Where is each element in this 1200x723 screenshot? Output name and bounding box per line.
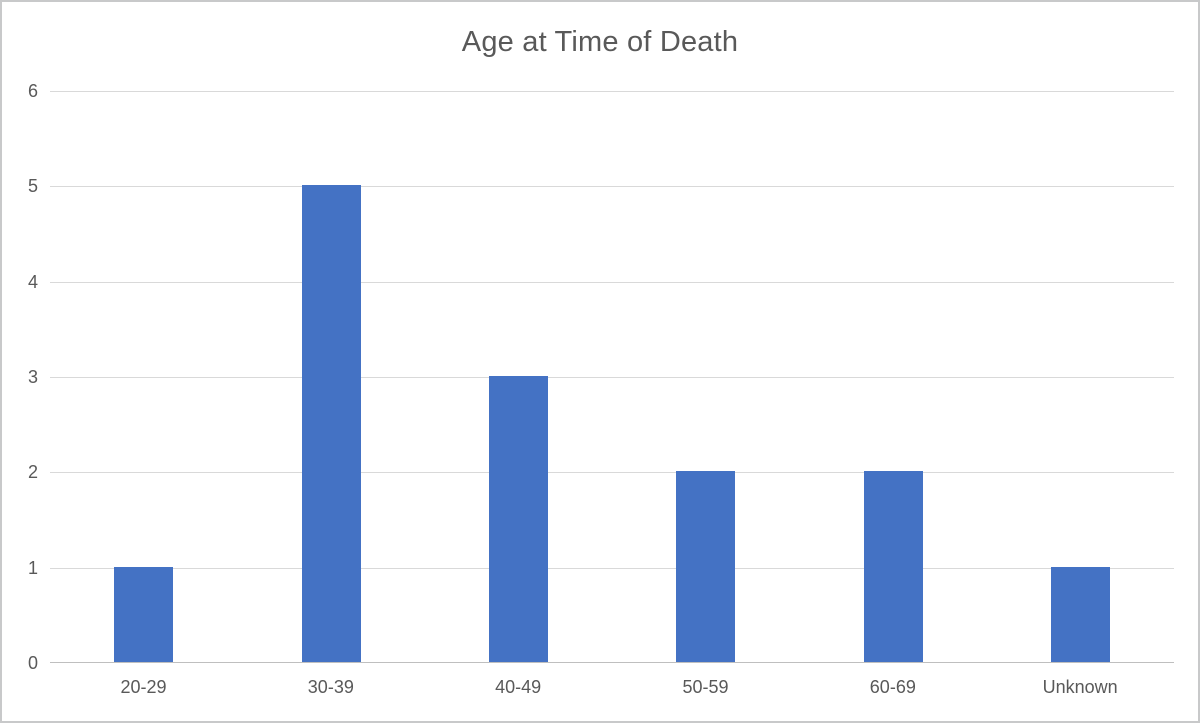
bar-20-29 xyxy=(114,566,174,662)
x-tick-label-40-49: 40-49 xyxy=(495,677,542,697)
y-tick-label-3: 3 xyxy=(27,367,38,387)
gridline-y-1 xyxy=(50,567,1174,569)
x-tick-label-20-29: 20-29 xyxy=(120,677,167,697)
y-tick-label-1: 1 xyxy=(27,557,38,578)
y-tick-label-2: 2 xyxy=(27,462,38,483)
x-tick-label-30-39: 30-39 xyxy=(307,677,354,697)
gridline-y-4 xyxy=(50,281,1174,283)
bar-50-59 xyxy=(676,471,736,662)
gridline-y-5 xyxy=(50,186,1174,188)
y-tick-label-0: 0 xyxy=(27,653,38,673)
x-axis-line xyxy=(50,662,1174,663)
y-tick-label-4: 4 xyxy=(27,271,38,292)
gridline-y-2 xyxy=(50,472,1174,474)
chart-title: Age at Time of Death xyxy=(461,26,739,58)
x-tick-label-unknown: Unknown xyxy=(1042,677,1118,697)
bar-40-49 xyxy=(488,376,548,662)
x-tick-label-50-59: 50-59 xyxy=(682,677,729,697)
y-tick-label-6: 6 xyxy=(27,81,38,101)
bar-unknown xyxy=(1050,566,1110,662)
bar-60-69 xyxy=(863,471,923,662)
gridline-y-6 xyxy=(50,91,1174,92)
y-tick-label-5: 5 xyxy=(27,176,38,197)
x-tick-label-60-69: 60-69 xyxy=(869,677,916,697)
plot-area xyxy=(50,91,1174,663)
gridline-y-3 xyxy=(50,377,1174,378)
bar-30-39 xyxy=(301,185,361,662)
